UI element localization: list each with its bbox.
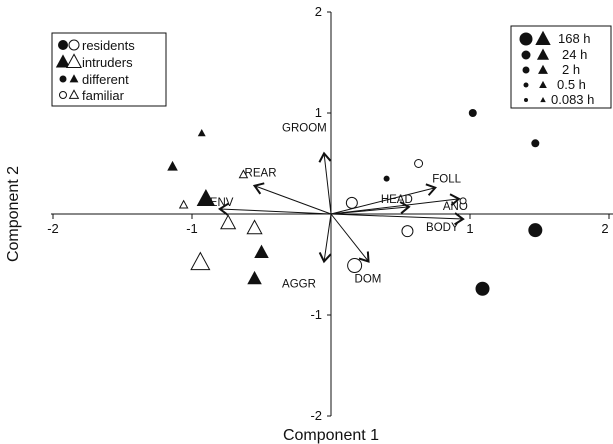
data-point-residents-different-2-h xyxy=(531,139,540,148)
legend-time-triangle-0-5-h xyxy=(539,80,547,88)
vector-env-shaft xyxy=(219,208,332,215)
legend-symbol-different-1 xyxy=(69,74,79,83)
data-point-intruders-familiar-0-5-h xyxy=(238,169,249,179)
data-point-intruders-familiar-0-5-h xyxy=(178,199,189,209)
data-point-residents-familiar-24-h xyxy=(345,196,358,209)
y-tick-label: 2 xyxy=(315,4,322,19)
legend-symbol-residents-1 xyxy=(68,39,80,51)
legend-symbol-familiar-1 xyxy=(68,89,80,99)
vector-dom-shaft xyxy=(330,213,369,262)
vector-label-foll: FOLL xyxy=(432,174,461,186)
legend-label-24h: 24 h xyxy=(562,47,587,62)
data-point-intruders-familiar-24-h xyxy=(246,219,263,235)
vector-dom-arrowhead xyxy=(358,251,370,263)
legend-label-intruders: intruders xyxy=(82,55,133,70)
legend-time-circle-168-h xyxy=(519,32,533,46)
vector-label-aggr: AGGR xyxy=(282,278,316,290)
legend-symbol-residents-0 xyxy=(58,40,68,50)
group-legend: residents intruders different familiar xyxy=(51,32,167,107)
vector-label-dom: DOM xyxy=(355,273,382,285)
legend-label-familiar: familiar xyxy=(82,88,125,103)
vector-head-arrowhead xyxy=(399,201,411,215)
group-legend-box xyxy=(51,32,167,107)
legend-label-2h: 2 h xyxy=(562,62,580,77)
data-point-residents-different-0-5-h xyxy=(383,175,390,182)
legend-label-residents: residents xyxy=(82,38,135,53)
data-point-intruders-different-168-h xyxy=(196,188,216,207)
legend-time-circle-0-5-h xyxy=(523,82,529,88)
y-axis-title: Component 2 xyxy=(5,166,22,262)
legend-time-circle-24-h xyxy=(521,50,531,60)
legend-label-different: different xyxy=(82,72,129,87)
legend-time-triangle-0-083-h xyxy=(540,97,546,103)
data-points xyxy=(167,109,543,296)
time-legend-symbols xyxy=(519,30,551,103)
vector-body-shaft xyxy=(330,213,464,220)
vector-ano-arrowhead xyxy=(449,193,461,207)
data-point-intruders-different-0-5-h xyxy=(197,128,206,137)
legend-time-circle-2-h xyxy=(522,66,530,74)
data-point-residents-familiar-2-h xyxy=(414,159,424,168)
data-point-residents-different-168-h xyxy=(528,223,543,238)
vector-aggr-shaft xyxy=(323,213,332,262)
vector-rear-arrowhead xyxy=(252,182,265,195)
vector-label-body: BODY xyxy=(426,222,459,234)
x-tick-label: -1 xyxy=(186,221,198,236)
vector-label-rear: REAR xyxy=(245,168,277,180)
legend-time-circle-0-083-h xyxy=(524,98,528,102)
legend-symbol-different-0 xyxy=(59,75,67,83)
vector-rear-shaft xyxy=(254,185,332,215)
legend-time-triangle-168-h xyxy=(535,30,551,45)
data-point-intruders-familiar-24-h xyxy=(220,214,237,230)
legend-time-triangle-24-h xyxy=(536,48,550,60)
legend-label-0-083h: 0.083 h xyxy=(551,92,594,107)
vector-env-arrowhead xyxy=(218,202,229,216)
data-point-intruders-different-24-h xyxy=(247,270,262,285)
data-point-intruders-familiar-168-h xyxy=(190,251,211,271)
vector-aggr-arrowhead xyxy=(318,252,332,264)
vector-label-head: HEAD xyxy=(381,194,413,206)
vector-groom-shaft xyxy=(323,153,332,215)
vector-label-groom: GROOM xyxy=(282,122,327,134)
vector-label-env: ENV xyxy=(210,197,234,209)
x-axis-title: Component 1 xyxy=(283,427,379,444)
data-point-residents-different-168-h xyxy=(475,281,490,296)
legend-symbol-intruders-0 xyxy=(55,54,71,68)
data-point-residents-familiar-24-h xyxy=(401,225,414,238)
data-point-intruders-different-2-h xyxy=(167,160,178,171)
y-tick-label: 1 xyxy=(315,105,322,120)
legend-symbol-intruders-1 xyxy=(66,53,82,69)
vector-foll-arrowhead xyxy=(425,183,437,196)
legend-symbol-familiar-0 xyxy=(59,91,67,99)
vector-groom-arrowhead xyxy=(318,151,332,163)
vector-foll-shaft xyxy=(330,187,436,215)
legend-time-triangle-2-h xyxy=(538,64,548,74)
y-tick-label: -2 xyxy=(310,408,322,423)
data-point-residents-different-2-h xyxy=(468,109,477,117)
data-point-residents-familiar-0-5-h xyxy=(459,197,467,205)
vector-ano-shaft xyxy=(330,198,459,215)
x-tick-label: 2 xyxy=(601,221,608,236)
vector-body-arrowhead xyxy=(454,212,465,226)
legend-label-168h: 168 h xyxy=(558,31,591,46)
data-point-intruders-different-24-h xyxy=(254,244,269,259)
x-tick-label: 1 xyxy=(466,221,473,236)
data-point-residents-familiar-168-h xyxy=(347,258,363,274)
y-tick-label: -1 xyxy=(310,307,322,322)
time-legend: 168 h 24 h 2 h 0.5 h 0.083 h xyxy=(510,25,612,109)
legend-label-0-5h: 0.5 h xyxy=(557,77,586,92)
x-tick-label: -2 xyxy=(47,221,59,236)
group-legend-symbols xyxy=(55,39,82,99)
